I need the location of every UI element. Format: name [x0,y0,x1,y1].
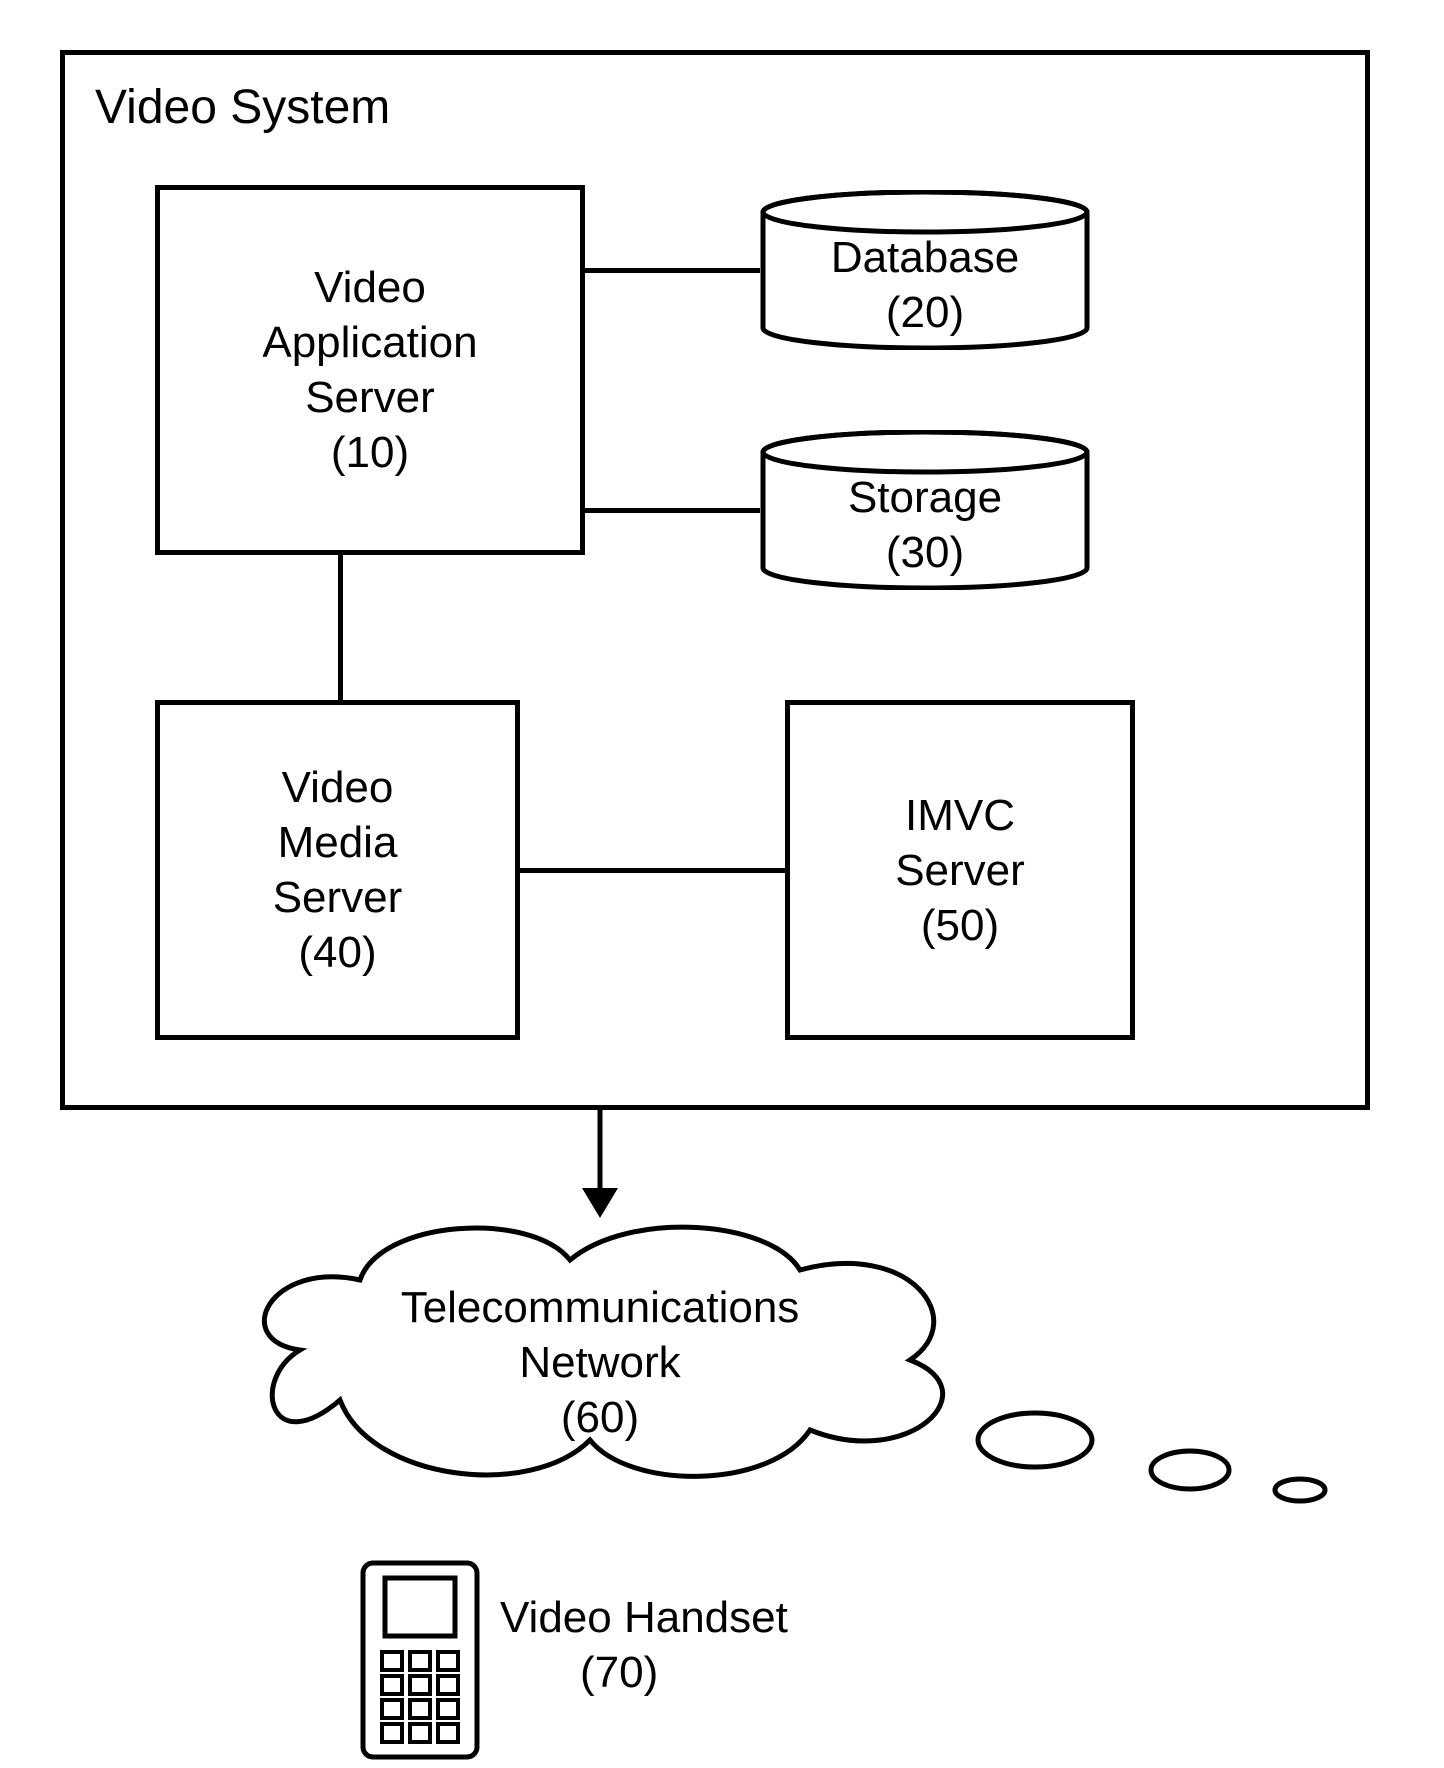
node-handset-label: Video Handset (70) [500,1590,860,1700]
edge-vas-storage [585,508,760,513]
node-cloud-label: Telecommunications Network (60) [360,1280,840,1445]
node-db: Database (20) [760,190,1090,350]
node-vms: Video Media Server (40) [155,700,520,1040]
edge-vas-db [585,268,760,273]
edge-vms-imvc [520,868,785,873]
handset-icon [360,1560,480,1760]
node-db-label: Database (20) [760,230,1090,340]
node-imvc: IMVC Server (50) [785,700,1135,1040]
node-vas-label: Video Application Server (10) [262,260,477,480]
node-vms-label: Video Media Server (40) [273,760,403,980]
edge-vas-vms [338,555,343,700]
outer-box-title: Video System [95,80,390,135]
node-imvc-label: IMVC Server (50) [895,788,1025,953]
node-storage-label: Storage (30) [760,470,1090,580]
diagram-canvas: Video System Video Application Server (1… [0,0,1444,1768]
node-vas: Video Application Server (10) [155,185,585,555]
trail-ellipse-3 [1272,1476,1328,1504]
node-storage: Storage (30) [760,430,1090,590]
trail-ellipse-1 [975,1410,1095,1470]
trail-ellipse-2 [1148,1448,1232,1492]
